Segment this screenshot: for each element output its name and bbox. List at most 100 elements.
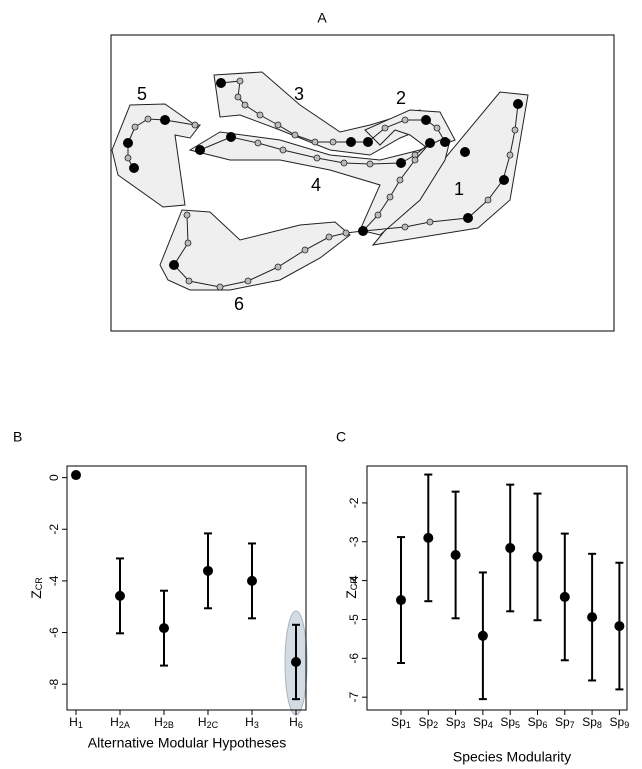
landmark-major bbox=[396, 158, 406, 168]
x-axis-label: Alternative Modular Hypotheses bbox=[88, 735, 286, 751]
y-tick-label: -4 bbox=[347, 575, 361, 586]
landmark-major bbox=[440, 137, 450, 147]
plot-frame bbox=[66, 465, 307, 711]
landmark bbox=[411, 156, 419, 164]
landmark-major bbox=[169, 260, 179, 270]
landmark bbox=[374, 211, 382, 219]
point bbox=[423, 532, 434, 543]
point bbox=[532, 551, 543, 562]
landmark-major bbox=[425, 138, 435, 148]
landmark bbox=[241, 101, 249, 109]
landmark bbox=[131, 123, 139, 131]
landmark bbox=[144, 115, 152, 123]
landmark-major bbox=[195, 145, 205, 155]
panel-label: A bbox=[317, 10, 327, 26]
x-tick-label: H1 bbox=[69, 715, 83, 730]
x-tick-label: H3 bbox=[245, 715, 259, 730]
plot-frame bbox=[366, 465, 628, 711]
landmark-major bbox=[499, 175, 509, 185]
region bbox=[188, 131, 451, 236]
landmark bbox=[401, 223, 409, 231]
point bbox=[247, 575, 257, 586]
landmark bbox=[254, 139, 262, 147]
region-label: 5 bbox=[137, 84, 147, 104]
landmark-major bbox=[421, 115, 431, 125]
point bbox=[559, 591, 570, 602]
landmark bbox=[244, 277, 252, 285]
landmark bbox=[426, 218, 434, 226]
landmark-major bbox=[513, 99, 523, 109]
x-tick-label: Sp5 bbox=[500, 715, 520, 730]
landmark-major bbox=[123, 138, 133, 148]
region-label: 4 bbox=[311, 175, 321, 195]
x-tick-label: Sp7 bbox=[555, 715, 575, 730]
point bbox=[477, 630, 488, 641]
landmark bbox=[274, 121, 282, 129]
x-tick-label: H2A bbox=[110, 715, 130, 730]
y-tick-label: -2 bbox=[47, 524, 61, 535]
landmark-major bbox=[363, 137, 373, 147]
landmark-chains bbox=[123, 77, 523, 291]
landmark bbox=[329, 138, 337, 146]
y-tick-label: -8 bbox=[47, 679, 61, 690]
y-axis-label: ZCR bbox=[343, 577, 360, 599]
x-tick-label: Sp6 bbox=[528, 715, 548, 730]
y-axis-label: ZCR bbox=[28, 577, 45, 599]
landmark bbox=[342, 229, 350, 237]
landmark bbox=[183, 211, 191, 219]
x-tick-label: H6 bbox=[289, 715, 303, 730]
region-label: 1 bbox=[454, 179, 464, 199]
landmark bbox=[236, 77, 244, 85]
landmark bbox=[311, 138, 319, 146]
point bbox=[71, 470, 81, 481]
y-tick-label: -2 bbox=[347, 497, 361, 508]
y-tick-label: -7 bbox=[347, 692, 361, 703]
x-axis-label: Species Modularity bbox=[453, 749, 571, 765]
landmark bbox=[185, 277, 193, 285]
landmark bbox=[184, 239, 192, 247]
y-tick-label: -5 bbox=[347, 614, 361, 625]
landmark bbox=[366, 160, 374, 168]
landmark bbox=[291, 131, 299, 139]
landmark bbox=[340, 159, 348, 167]
panel-label: C bbox=[336, 429, 346, 445]
x-tick-label: H2B bbox=[154, 715, 174, 730]
landmark-major bbox=[216, 78, 226, 88]
landmark bbox=[274, 263, 282, 271]
point bbox=[203, 565, 213, 576]
landmark bbox=[381, 124, 389, 132]
x-tick-label: Sp9 bbox=[610, 715, 630, 730]
landmark bbox=[124, 154, 132, 162]
landmark bbox=[256, 111, 264, 119]
landmark bbox=[313, 154, 321, 162]
x-tick-label: Sp1 bbox=[391, 715, 411, 730]
x-tick-label: H2C bbox=[198, 715, 219, 730]
landmark bbox=[191, 121, 199, 129]
landmark bbox=[511, 126, 519, 134]
region-label: 6 bbox=[234, 294, 244, 314]
landmark bbox=[386, 193, 394, 201]
landmark bbox=[433, 124, 441, 132]
x-tick-label: Sp8 bbox=[582, 715, 602, 730]
region-label: 2 bbox=[396, 88, 406, 108]
x-tick-label: Sp3 bbox=[446, 715, 466, 730]
landmark-major bbox=[358, 226, 368, 236]
y-tick-label: -4 bbox=[47, 575, 61, 586]
landmark bbox=[216, 283, 224, 291]
landmark bbox=[279, 146, 287, 154]
landmark-major bbox=[160, 115, 170, 125]
y-tick-label: 0 bbox=[47, 474, 61, 481]
landmark bbox=[396, 176, 404, 184]
landmark-major bbox=[346, 137, 356, 147]
landmark-major bbox=[463, 213, 473, 223]
point bbox=[159, 623, 169, 634]
landmark bbox=[484, 196, 492, 204]
landmark bbox=[401, 116, 409, 124]
y-tick-label: -6 bbox=[347, 653, 361, 664]
point bbox=[396, 595, 406, 606]
point bbox=[291, 656, 301, 667]
landmark bbox=[234, 93, 242, 101]
landmark-major bbox=[460, 147, 470, 157]
landmark bbox=[506, 151, 514, 159]
